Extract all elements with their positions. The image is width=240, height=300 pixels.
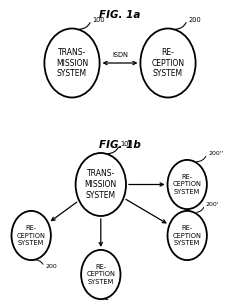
Text: 200': 200' [206,202,220,207]
Circle shape [76,153,126,216]
Text: RE-
CEPTION
SYSTEM: RE- CEPTION SYSTEM [173,225,202,246]
Text: ISDN: ISDN [112,52,128,59]
Text: FIG. 1a: FIG. 1a [99,11,141,20]
Text: 200: 200 [188,17,201,23]
Text: FIG. 1b: FIG. 1b [99,140,141,149]
Text: TRANS-
MISSION
SYSTEM: TRANS- MISSION SYSTEM [56,48,88,78]
Circle shape [140,28,196,98]
Circle shape [44,28,100,98]
Text: 200'': 200'' [208,152,224,156]
Text: TRANS-
MISSION
SYSTEM: TRANS- MISSION SYSTEM [85,169,117,200]
Text: 100: 100 [92,17,105,23]
Text: 100: 100 [121,142,133,148]
Text: 200: 200 [45,264,57,269]
Text: RE-
CEPTION
SYSTEM: RE- CEPTION SYSTEM [151,48,185,78]
Circle shape [12,211,51,260]
Circle shape [168,211,207,260]
Circle shape [81,250,120,299]
Text: RE-
CEPTION
SYSTEM: RE- CEPTION SYSTEM [86,264,115,285]
Text: RE-
CEPTION
SYSTEM: RE- CEPTION SYSTEM [17,225,46,246]
Circle shape [168,160,207,209]
Text: RE-
CEPTION
SYSTEM: RE- CEPTION SYSTEM [173,174,202,195]
